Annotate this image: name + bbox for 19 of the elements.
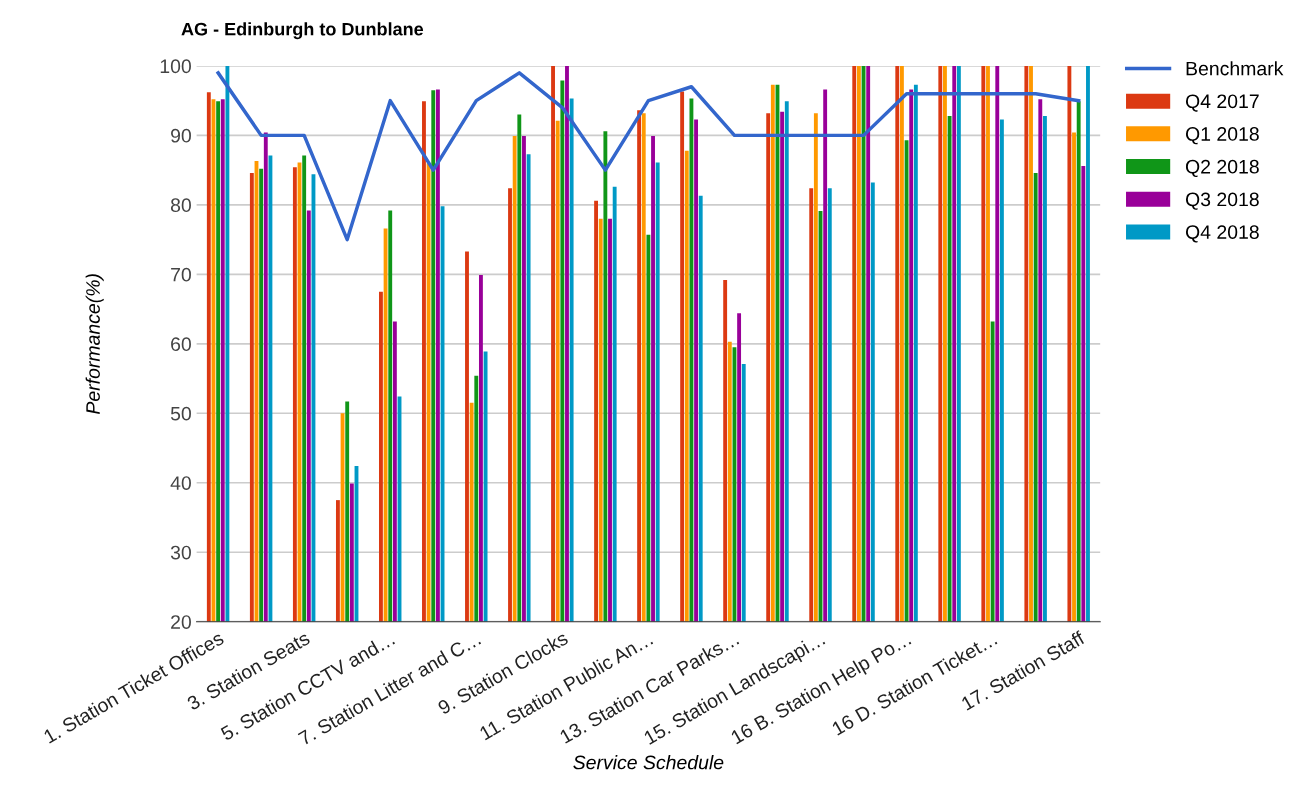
legend-label: Q4 2018: [1185, 225, 1259, 243]
y-tick-label: 30: [170, 545, 191, 560]
legend-label: Q2 2018: [1185, 159, 1259, 178]
line-series: [216, 71, 1081, 242]
y-axis-title: Performance(%): [85, 274, 104, 414]
y-tick-label: 100: [160, 59, 191, 74]
y-tick-label: 50: [170, 406, 191, 421]
y-tick-label: 70: [171, 267, 191, 282]
y-tick-label: 20: [171, 615, 191, 629]
legend-label: Q1 2018: [1185, 127, 1259, 145]
y-tick-label: 60: [171, 337, 191, 352]
x-axis-title: Service Schedule: [573, 755, 724, 770]
y-tick-label: 40: [170, 476, 191, 490]
y-tick-label: 90: [171, 128, 191, 143]
chart-title: AG - Edinburgh to Dunblane: [181, 22, 424, 40]
y-tick-label: 80: [170, 198, 191, 213]
legend-label: Q4 2017: [1185, 94, 1259, 112]
legend-label: Q3 2018: [1185, 192, 1259, 210]
legend-label: Benchmark: [1186, 61, 1284, 76]
